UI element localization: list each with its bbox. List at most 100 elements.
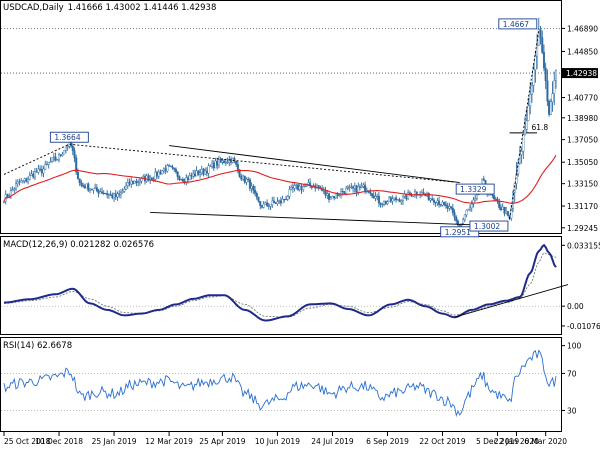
price-annotation-label: 1.3664: [54, 133, 80, 142]
price-annotation-label: 1.4667: [503, 20, 529, 29]
candle-up: [211, 162, 214, 167]
candle-down: [21, 180, 24, 182]
candle-up: [391, 198, 394, 202]
candle-up: [551, 93, 554, 103]
candle-up: [462, 219, 465, 224]
x-tick-label: 24 Jul 2019: [311, 437, 354, 446]
candle-up: [123, 189, 126, 192]
candle-down: [102, 192, 105, 194]
candle-down: [174, 169, 177, 172]
candle-up: [374, 196, 377, 199]
candle-up: [245, 178, 248, 183]
candle-down: [328, 193, 331, 200]
candle-down: [542, 52, 545, 69]
candle-down: [248, 179, 251, 189]
candle-down: [209, 165, 212, 167]
candle-down: [202, 168, 205, 175]
candle-down: [186, 177, 189, 180]
candle-up: [465, 210, 468, 216]
candle-up: [285, 198, 288, 200]
rsi-y-tick-label: 30: [567, 406, 577, 415]
macd-trendline: [454, 284, 569, 318]
price-annotation-label: 1.2951: [445, 228, 471, 237]
candle-up: [58, 154, 61, 161]
moving-average-line: [3, 154, 557, 204]
candle-down: [238, 169, 241, 177]
candle-down: [267, 205, 270, 207]
candle-up: [295, 184, 298, 186]
candle-up: [522, 134, 525, 152]
candle-down: [111, 194, 114, 199]
candle-up: [396, 199, 399, 201]
candle-down: [178, 176, 181, 180]
candle-down: [548, 100, 551, 115]
candle-up: [463, 214, 466, 220]
candle-up: [357, 186, 360, 193]
candle-up: [52, 156, 55, 159]
candle-down: [71, 145, 74, 152]
candle-down: [544, 67, 547, 82]
candle-down: [109, 194, 112, 196]
candle-up: [152, 179, 155, 181]
candle-up: [226, 161, 229, 163]
candle-down: [118, 193, 121, 195]
macd-y-tick-label: -0.010769: [567, 322, 600, 331]
candle-down: [389, 197, 392, 202]
price-annotation-label: 1.3002: [474, 222, 500, 231]
candle-down: [168, 165, 171, 167]
candle-up: [3, 200, 6, 203]
candle-up: [250, 186, 253, 189]
candle-down: [80, 182, 83, 186]
candle-down: [259, 201, 262, 206]
candle-up: [420, 192, 423, 195]
price-y-tick-label: 1.40770: [567, 94, 598, 103]
candle-up: [472, 199, 475, 205]
candle-down: [438, 200, 441, 205]
candle-up: [88, 188, 91, 191]
candle-down: [254, 190, 257, 194]
last-price-marker: [562, 68, 598, 79]
macd-y-tick-label: 0.00: [567, 302, 584, 311]
candle-down: [131, 180, 134, 184]
candle-up: [64, 146, 67, 151]
candle-down: [171, 166, 174, 169]
price-layer: 1.468901.448501.428101.407701.389801.370…: [1, 17, 598, 238]
price-y-tick-label: 1.31170: [567, 202, 598, 211]
candle-up: [142, 176, 145, 178]
candle-up: [27, 179, 30, 182]
candle-up: [61, 153, 64, 156]
x-tick-label: 25 Jan 2019: [92, 437, 137, 446]
price-annotation-box: [455, 183, 495, 195]
candle-down: [173, 167, 176, 170]
candle-up: [340, 190, 343, 196]
x-tick-label: 10 Jun 2019: [255, 437, 300, 446]
candle-down: [355, 185, 358, 193]
price-y-tick-label: 1.29245: [567, 224, 598, 233]
candle-down: [252, 186, 255, 191]
candle-down: [431, 198, 434, 201]
candle-up: [334, 193, 337, 199]
candle-up: [331, 195, 334, 199]
candle-down: [54, 156, 57, 161]
price-y-tick-label: 1.37050: [567, 136, 598, 145]
candle-down: [106, 193, 109, 196]
candle-down: [498, 201, 501, 208]
candle-up: [107, 194, 110, 196]
candle-up: [33, 171, 36, 178]
candle-up: [126, 181, 129, 187]
candle-down: [181, 179, 184, 182]
candle-up: [162, 168, 165, 171]
price-y-tick-label: 1.46890: [567, 24, 598, 33]
candle-down: [257, 196, 260, 202]
candle-down: [128, 181, 131, 185]
x-tick-label: 5 Dec 2019: [476, 437, 519, 446]
last-price-label: 1.42938: [566, 69, 597, 78]
price-annotation-label: 1.3329: [460, 185, 486, 194]
candle-down: [499, 207, 502, 211]
candle-up: [555, 70, 558, 81]
candle-up: [441, 202, 444, 206]
candle-up: [501, 206, 504, 211]
